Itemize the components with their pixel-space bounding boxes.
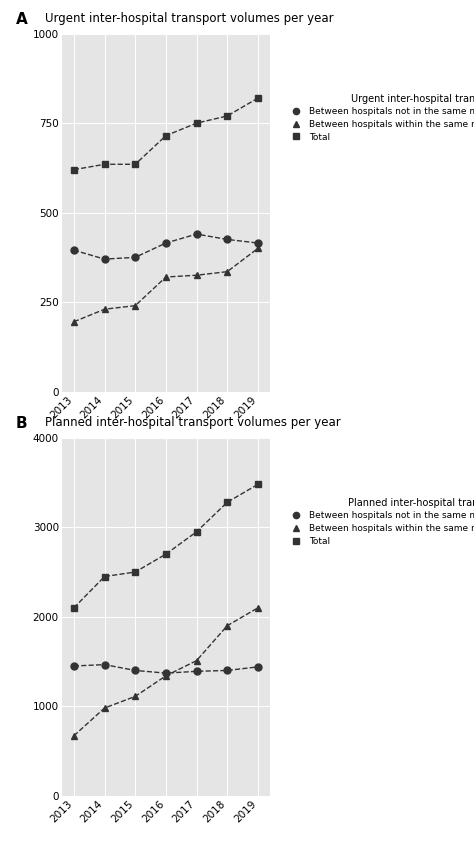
Text: A: A	[16, 13, 27, 27]
Text: Planned inter-hospital transport volumes per year: Planned inter-hospital transport volumes…	[45, 417, 341, 429]
Legend: Between hospitals not in the same multi-hospital system, Between hospitals withi: Between hospitals not in the same multi-…	[285, 496, 474, 547]
Text: B: B	[16, 417, 27, 431]
Legend: Between hospitals not in the same multi-hospital system, Between hospitals withi: Between hospitals not in the same multi-…	[285, 92, 474, 143]
Text: Urgent inter-hospital transport volumes per year: Urgent inter-hospital transport volumes …	[45, 13, 334, 25]
